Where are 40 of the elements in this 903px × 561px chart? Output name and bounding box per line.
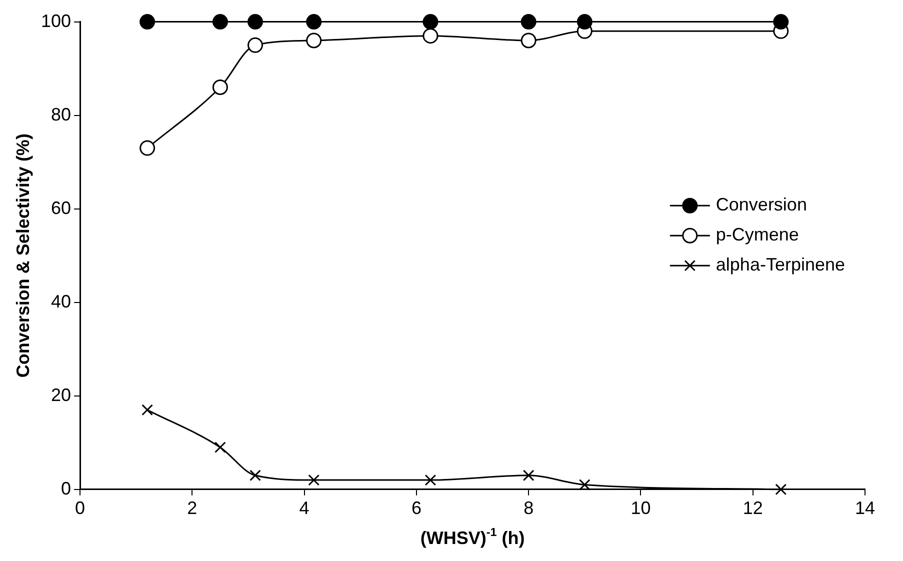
y-axis-title: Conversion & Selectivity (%)	[12, 134, 33, 378]
point	[520, 32, 536, 48]
point	[306, 14, 322, 30]
point	[308, 474, 320, 486]
point	[775, 484, 787, 496]
y-tick-label: 20	[51, 384, 72, 405]
point	[248, 14, 263, 30]
y-tick-label: 40	[51, 291, 72, 312]
point	[522, 470, 534, 482]
point	[140, 14, 156, 30]
x-tick-label: 14	[854, 498, 876, 518]
point	[306, 32, 322, 48]
point	[520, 14, 536, 30]
point	[250, 470, 261, 482]
x-tick-label: 6	[411, 498, 422, 518]
point	[424, 474, 436, 486]
point	[773, 14, 789, 30]
point	[214, 442, 226, 454]
x-tick-label: 2	[187, 498, 198, 518]
y-tick-label: 80	[51, 104, 72, 124]
y-tick-label: 0	[61, 478, 72, 498]
x-tick-label: 10	[630, 498, 651, 518]
legend-label: alpha-Terpinene	[716, 254, 845, 275]
point	[422, 14, 438, 30]
point	[212, 14, 228, 30]
legend-label: p-Cymene	[716, 224, 799, 245]
point	[422, 28, 438, 44]
point	[140, 140, 156, 156]
point	[578, 479, 590, 490]
y-tick-label: 100	[40, 10, 72, 31]
y-tick-label: 60	[51, 198, 72, 218]
point	[142, 404, 154, 416]
x-tick-label: 4	[299, 498, 310, 518]
legend-label: Conversion	[716, 194, 807, 215]
point	[248, 37, 263, 53]
point	[212, 80, 228, 96]
x-tick-label: 12	[742, 498, 763, 518]
x-tick-label: 8	[524, 498, 534, 518]
x-tick-label: 0	[75, 498, 86, 518]
point	[576, 14, 592, 30]
